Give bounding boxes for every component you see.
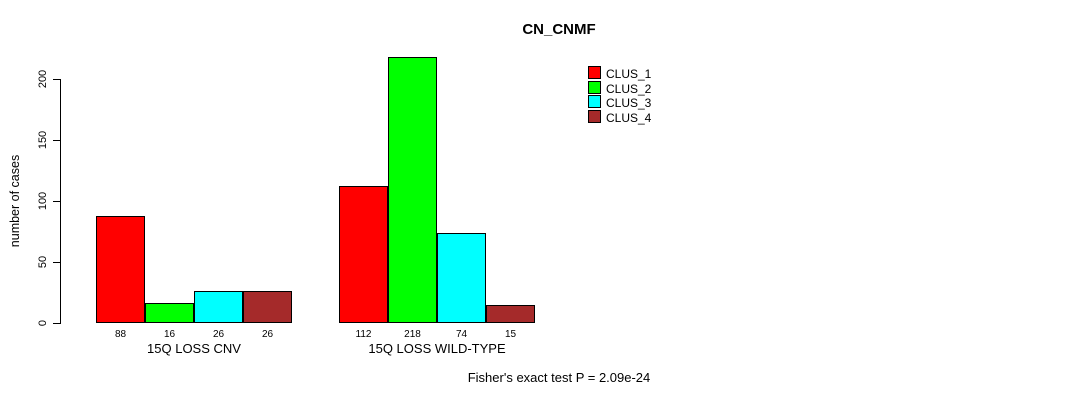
y-tick-label: 50 — [37, 255, 49, 269]
legend-label-clus_2: CLUS_2 — [606, 81, 652, 96]
annotation-text: Fisher's exact test P = 2.09e-24 — [467, 370, 651, 385]
legend-swatch-clus_3 — [588, 95, 601, 108]
legend-swatch-clus_2 — [588, 80, 601, 94]
y-tick-mark — [53, 79, 61, 80]
bar-clus_1-group2 — [339, 186, 388, 323]
bar-value-label: 26 — [261, 329, 274, 340]
y-tick-mark — [53, 201, 61, 202]
y-tick-mark — [53, 323, 61, 324]
y-tick-mark — [53, 140, 61, 141]
y-tick-mark — [53, 262, 61, 263]
bar-value-label: 15 — [504, 329, 517, 340]
legend-label-clus_3: CLUS_3 — [606, 96, 652, 110]
category-label: 15Q LOSS CNV — [147, 341, 241, 356]
bar-clus_2-group2 — [388, 57, 437, 323]
y-tick-label: 200 — [37, 69, 49, 89]
bar-value-label: 88 — [114, 329, 127, 340]
category-label: 15Q LOSS WILD-TYPE — [368, 341, 506, 356]
y-tick-label: 0 — [37, 319, 49, 327]
bar-clus_4-group1 — [243, 291, 292, 323]
bar-clus_3-group1 — [194, 291, 243, 323]
y-axis-title: number of cases — [8, 154, 22, 248]
chart-title: CN_CNMF — [522, 21, 596, 38]
bar-value-label: 74 — [455, 329, 468, 340]
y-tick-label: 150 — [37, 130, 49, 150]
bar-value-label: 112 — [355, 329, 372, 340]
bar-value-label: 26 — [212, 329, 225, 340]
legend-label-clus_1: CLUS_1 — [606, 67, 652, 81]
bar-clus_3-group2 — [437, 233, 486, 323]
bar-clus_1-group1 — [96, 216, 145, 323]
legend-swatch-clus_1 — [588, 66, 601, 79]
bar-value-label: 218 — [404, 329, 421, 340]
legend-swatch-clus_4 — [588, 109, 601, 123]
y-tick-label: 100 — [37, 191, 49, 211]
bar-value-label: 16 — [163, 329, 176, 340]
legend-label-clus_4: CLUS_4 — [606, 110, 652, 125]
bar-clus_2-group1 — [145, 303, 194, 323]
bar-clus_4-group2 — [486, 305, 535, 323]
